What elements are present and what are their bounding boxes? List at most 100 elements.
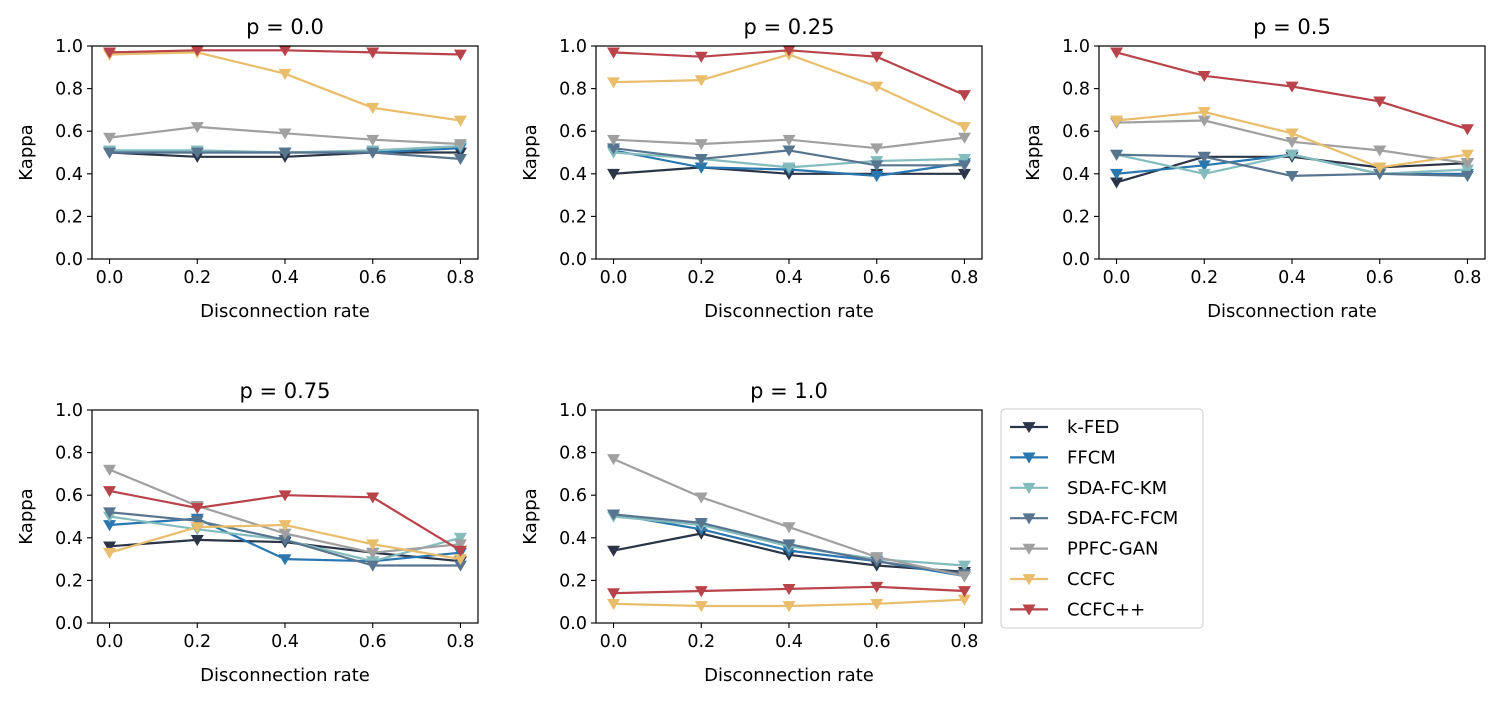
- series-ccfc-: [607, 581, 971, 600]
- series-line: [613, 53, 965, 128]
- legend-marker: [1022, 482, 1036, 494]
- data-point: [1285, 136, 1299, 149]
- legend-marker: [1022, 604, 1036, 616]
- x-tick-label: 0.4: [271, 632, 299, 652]
- series-ccfc: [1110, 107, 1474, 174]
- data-point: [694, 139, 708, 151]
- series-ccfc-: [1110, 47, 1474, 136]
- series-ccfc: [607, 594, 971, 613]
- panel-3: p = 0.5 0.0 0.2 0.4 0.6 0.8 0.0 0.2 0.4 0.6 0.8 1.0…: [1023, 15, 1486, 322]
- y-axis-label: Kappa: [16, 124, 37, 180]
- panel-title: p = 0.5: [1253, 15, 1331, 39]
- data-point: [453, 49, 467, 61]
- data-point: [453, 545, 467, 557]
- data-point: [453, 560, 467, 572]
- y-tick-label: 0.0: [55, 250, 83, 270]
- data-point: [190, 122, 204, 134]
- series-sda-fc-fcm: [607, 509, 971, 581]
- y-tick-label: 0.8: [1062, 80, 1090, 100]
- data-point: [1460, 158, 1474, 170]
- series-ccfc-: [103, 486, 467, 557]
- x-tick-label: 0.8: [951, 632, 979, 652]
- data-point: [957, 560, 971, 572]
- data-point: [782, 162, 796, 174]
- data-point: [1197, 151, 1211, 163]
- data-point: [278, 68, 292, 80]
- y-tick-label: 0.0: [1062, 250, 1090, 270]
- data-point: [870, 598, 884, 611]
- data-point: [957, 168, 971, 180]
- data-point: [453, 139, 467, 151]
- data-point: [782, 584, 796, 596]
- data-point: [1285, 81, 1299, 93]
- x-tick-label: 0.8: [951, 268, 979, 288]
- data-point: [957, 122, 971, 134]
- data-point: [190, 522, 204, 534]
- y-tick-label: 0.6: [55, 486, 83, 506]
- data-point: [453, 154, 467, 166]
- data-point: [453, 539, 467, 551]
- data-point: [1110, 177, 1124, 189]
- y-tick-label: 1.0: [55, 401, 83, 421]
- y-tick-label: 0.6: [559, 486, 587, 506]
- data-point: [607, 134, 621, 146]
- y-tick-label: 0.2: [559, 571, 587, 591]
- data-point: [103, 147, 117, 159]
- data-point: [190, 535, 204, 547]
- data-point: [1373, 145, 1387, 157]
- data-point: [366, 547, 380, 559]
- data-point: [694, 75, 708, 87]
- x-tick-label: 0.4: [775, 632, 803, 652]
- legend-entry: FFCM: [1010, 447, 1116, 468]
- data-point: [278, 490, 292, 502]
- legend-label: SDA-FC-KM: [1067, 478, 1167, 499]
- y-axis-label: Kappa: [1023, 124, 1044, 180]
- data-point: [607, 143, 621, 155]
- y-axis-label: Kappa: [520, 124, 541, 180]
- y-tick-label: 0.4: [55, 165, 83, 185]
- data-point: [870, 143, 884, 155]
- data-point: [1110, 47, 1124, 59]
- legend-label: FFCM: [1067, 447, 1116, 468]
- data-point: [190, 503, 204, 515]
- x-tick-label: 0.6: [359, 632, 387, 652]
- data-point: [1110, 115, 1124, 127]
- data-point: [1197, 70, 1211, 82]
- data-point: [957, 586, 971, 598]
- data-point: [1110, 168, 1124, 180]
- y-tick-label: 1.0: [55, 37, 83, 57]
- legend-entry: SDA-FC-FCM: [1010, 508, 1178, 529]
- x-axis-label: Disconnection rate: [200, 665, 370, 686]
- data-point: [103, 520, 117, 532]
- data-point: [607, 509, 621, 521]
- data-point: [607, 598, 621, 611]
- data-point: [607, 47, 621, 59]
- data-point: [694, 601, 708, 613]
- data-point: [782, 601, 796, 613]
- panel-2: p = 0.25 0.0 0.2 0.4 0.6 0.8 0.0 0.2 0.4 0.6 0.8 1.…: [520, 15, 983, 322]
- y-tick-label: 0.6: [559, 122, 587, 142]
- y-tick-label: 0.2: [55, 207, 83, 227]
- data-point: [694, 154, 708, 166]
- data-point: [453, 532, 467, 544]
- data-point: [278, 520, 292, 532]
- legend-marker: [1022, 574, 1036, 586]
- legend-marker: [1022, 422, 1036, 434]
- y-tick-label: 0.0: [55, 614, 83, 634]
- data-point: [1285, 171, 1299, 183]
- data-point: [1285, 149, 1299, 161]
- data-point: [870, 51, 884, 63]
- data-point: [190, 515, 204, 527]
- series-ccfc: [103, 520, 467, 566]
- y-tick-label: 0.4: [1062, 165, 1090, 185]
- data-point: [957, 90, 971, 102]
- y-tick-label: 1.0: [559, 401, 587, 421]
- panel-title: p = 0.0: [246, 15, 324, 39]
- x-axis-label: Disconnection rate: [1207, 301, 1377, 322]
- y-axis-label: Kappa: [520, 488, 541, 544]
- series-sda-fc-fcm: [1110, 149, 1474, 183]
- data-point: [453, 554, 467, 566]
- data-point: [607, 545, 621, 557]
- data-point: [870, 552, 884, 564]
